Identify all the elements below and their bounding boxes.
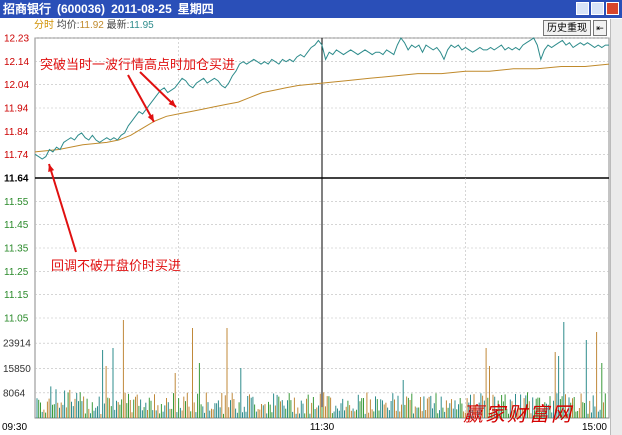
volume-tick-label: 23914 (3, 339, 31, 350)
avg-price-line (34, 63, 610, 153)
close-button[interactable] (606, 2, 619, 15)
infobar-latest-value: 11.95 (129, 20, 154, 31)
trade-weekday: 星期四 (177, 2, 214, 16)
price-tick-label: 12.14 (4, 57, 29, 68)
price-tick-label: 11.64 (4, 174, 29, 185)
price-tick-label: 11.74 (4, 150, 29, 161)
avg-price-series (34, 63, 610, 153)
maximize-button[interactable] (591, 2, 604, 15)
price-tick-label: 11.15 (4, 290, 29, 301)
annotation-arrow-line (48, 163, 77, 253)
annotation-arrow-line (139, 71, 177, 108)
annotation-arrows (48, 71, 177, 253)
time-tick-label: 09:30 (2, 422, 27, 433)
price-tick-label: 11.05 (4, 314, 29, 325)
infobar-avg-value: 11.92 (79, 20, 104, 31)
stock-name: 招商银行 (3, 2, 52, 16)
annotation-breakout: 突破当时一波行情高点时加仓买进 (40, 57, 236, 72)
annotation-pullback: 回调不破开盘价时买进 (51, 258, 182, 273)
infobar-avg-label: 均价: (56, 20, 80, 31)
infobar-latest-label: 最新: (106, 20, 130, 31)
time-tick-label: 11:30 (310, 422, 335, 433)
price-series (34, 37, 609, 160)
price-tick-label: 11.45 (4, 220, 29, 231)
price-tick-label: 11.84 (4, 127, 29, 138)
stock-code: (600036) (57, 2, 106, 16)
trade-date: 2011-08-25 (111, 2, 172, 16)
vertical-scrollbar[interactable] (610, 19, 622, 435)
window-titlebar: 招商银行 (600036) 2011-08-25 星期四 (0, 0, 622, 18)
history-replay-button[interactable]: 历史重现 (543, 20, 591, 36)
chart-infobar: 分时 均价:11.92 最新:11.95 (34, 19, 154, 32)
collapse-arrow-button[interactable]: ⇤ (593, 20, 607, 36)
infobar-fenshi: 分时 (34, 20, 54, 31)
price-tick-label: 12.23 (4, 34, 29, 45)
watermark-logo: 赢家财富网 (463, 402, 573, 426)
time-tick-label: 15:00 (582, 422, 607, 433)
price-tick-label: 11.94 (4, 104, 29, 115)
price-line (34, 37, 609, 160)
axis-labels: 12.235.0%12.144.2%12.043.4%11.942.5%11.8… (2, 34, 622, 434)
chart-grid (34, 37, 610, 419)
annotation-arrow-line (127, 74, 155, 123)
price-tick-label: 12.04 (4, 80, 29, 91)
price-tick-label: 11.25 (4, 267, 29, 278)
volume-bars (36, 320, 606, 418)
volume-tick-label: 8064 (3, 388, 26, 399)
annotation-arrowhead (147, 114, 154, 122)
minimize-button[interactable] (576, 2, 589, 15)
volume-tick-label: 15850 (3, 364, 31, 375)
annotation-arrowhead (48, 164, 55, 172)
price-tick-label: 11.35 (4, 244, 29, 255)
annotation-arrowhead (168, 99, 176, 107)
price-tick-label: 11.55 (4, 197, 29, 208)
